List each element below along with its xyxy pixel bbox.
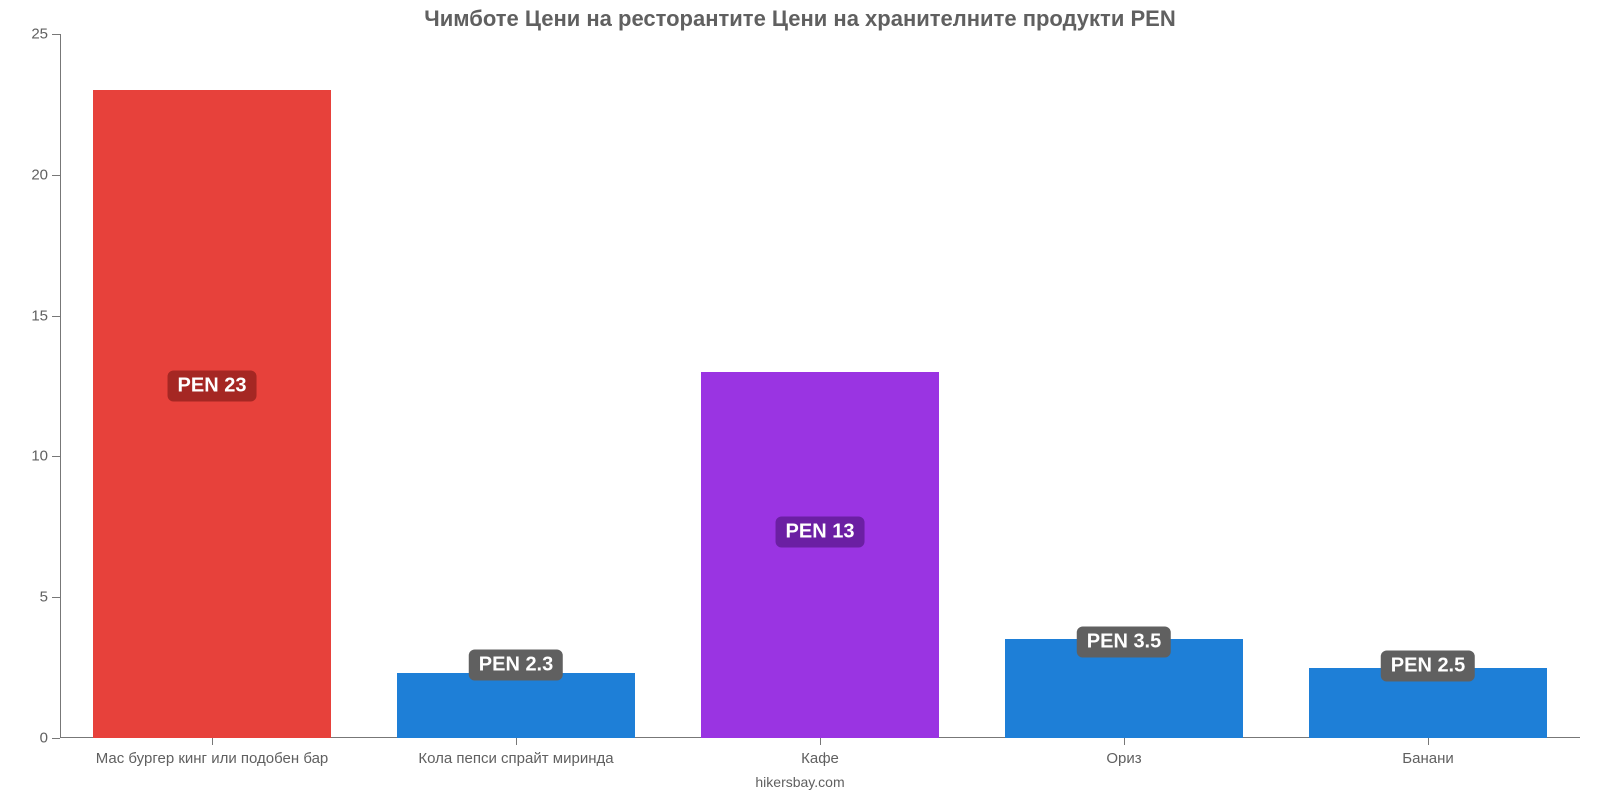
plot-area: 0510152025Мас бургер кинг или подобен ба… bbox=[60, 34, 1580, 738]
x-tick bbox=[1124, 738, 1125, 745]
x-tick bbox=[820, 738, 821, 745]
value-badge: PEN 2.3 bbox=[469, 649, 563, 680]
y-axis bbox=[60, 34, 61, 738]
x-tick bbox=[1428, 738, 1429, 745]
y-tick-label: 5 bbox=[40, 589, 60, 606]
y-tick-label: 25 bbox=[31, 26, 60, 43]
value-badge: PEN 2.5 bbox=[1381, 651, 1475, 682]
x-tick bbox=[516, 738, 517, 745]
x-tick-label: Мас бургер кинг или подобен бар bbox=[96, 750, 329, 767]
chart-title: Чимботе Цени на ресторантите Цени на хра… bbox=[0, 6, 1600, 32]
value-badge: PEN 13 bbox=[776, 517, 865, 548]
x-tick-label: Банани bbox=[1402, 750, 1453, 767]
value-badge: PEN 3.5 bbox=[1077, 627, 1171, 658]
price-bar-chart: Чимботе Цени на ресторантите Цени на хра… bbox=[0, 0, 1600, 800]
x-tick bbox=[212, 738, 213, 745]
bar bbox=[701, 372, 938, 738]
x-tick-label: Кафе bbox=[801, 750, 839, 767]
value-badge: PEN 23 bbox=[168, 371, 257, 402]
y-tick-label: 0 bbox=[40, 730, 60, 747]
y-tick-label: 10 bbox=[31, 448, 60, 465]
x-tick-label: Ориз bbox=[1106, 750, 1141, 767]
bar bbox=[93, 90, 330, 738]
attribution-text: hikersbay.com bbox=[0, 774, 1600, 790]
y-tick-label: 15 bbox=[31, 307, 60, 324]
y-tick-label: 20 bbox=[31, 166, 60, 183]
x-tick-label: Кола пепси спрайт миринда bbox=[418, 750, 613, 767]
bar bbox=[397, 673, 634, 738]
